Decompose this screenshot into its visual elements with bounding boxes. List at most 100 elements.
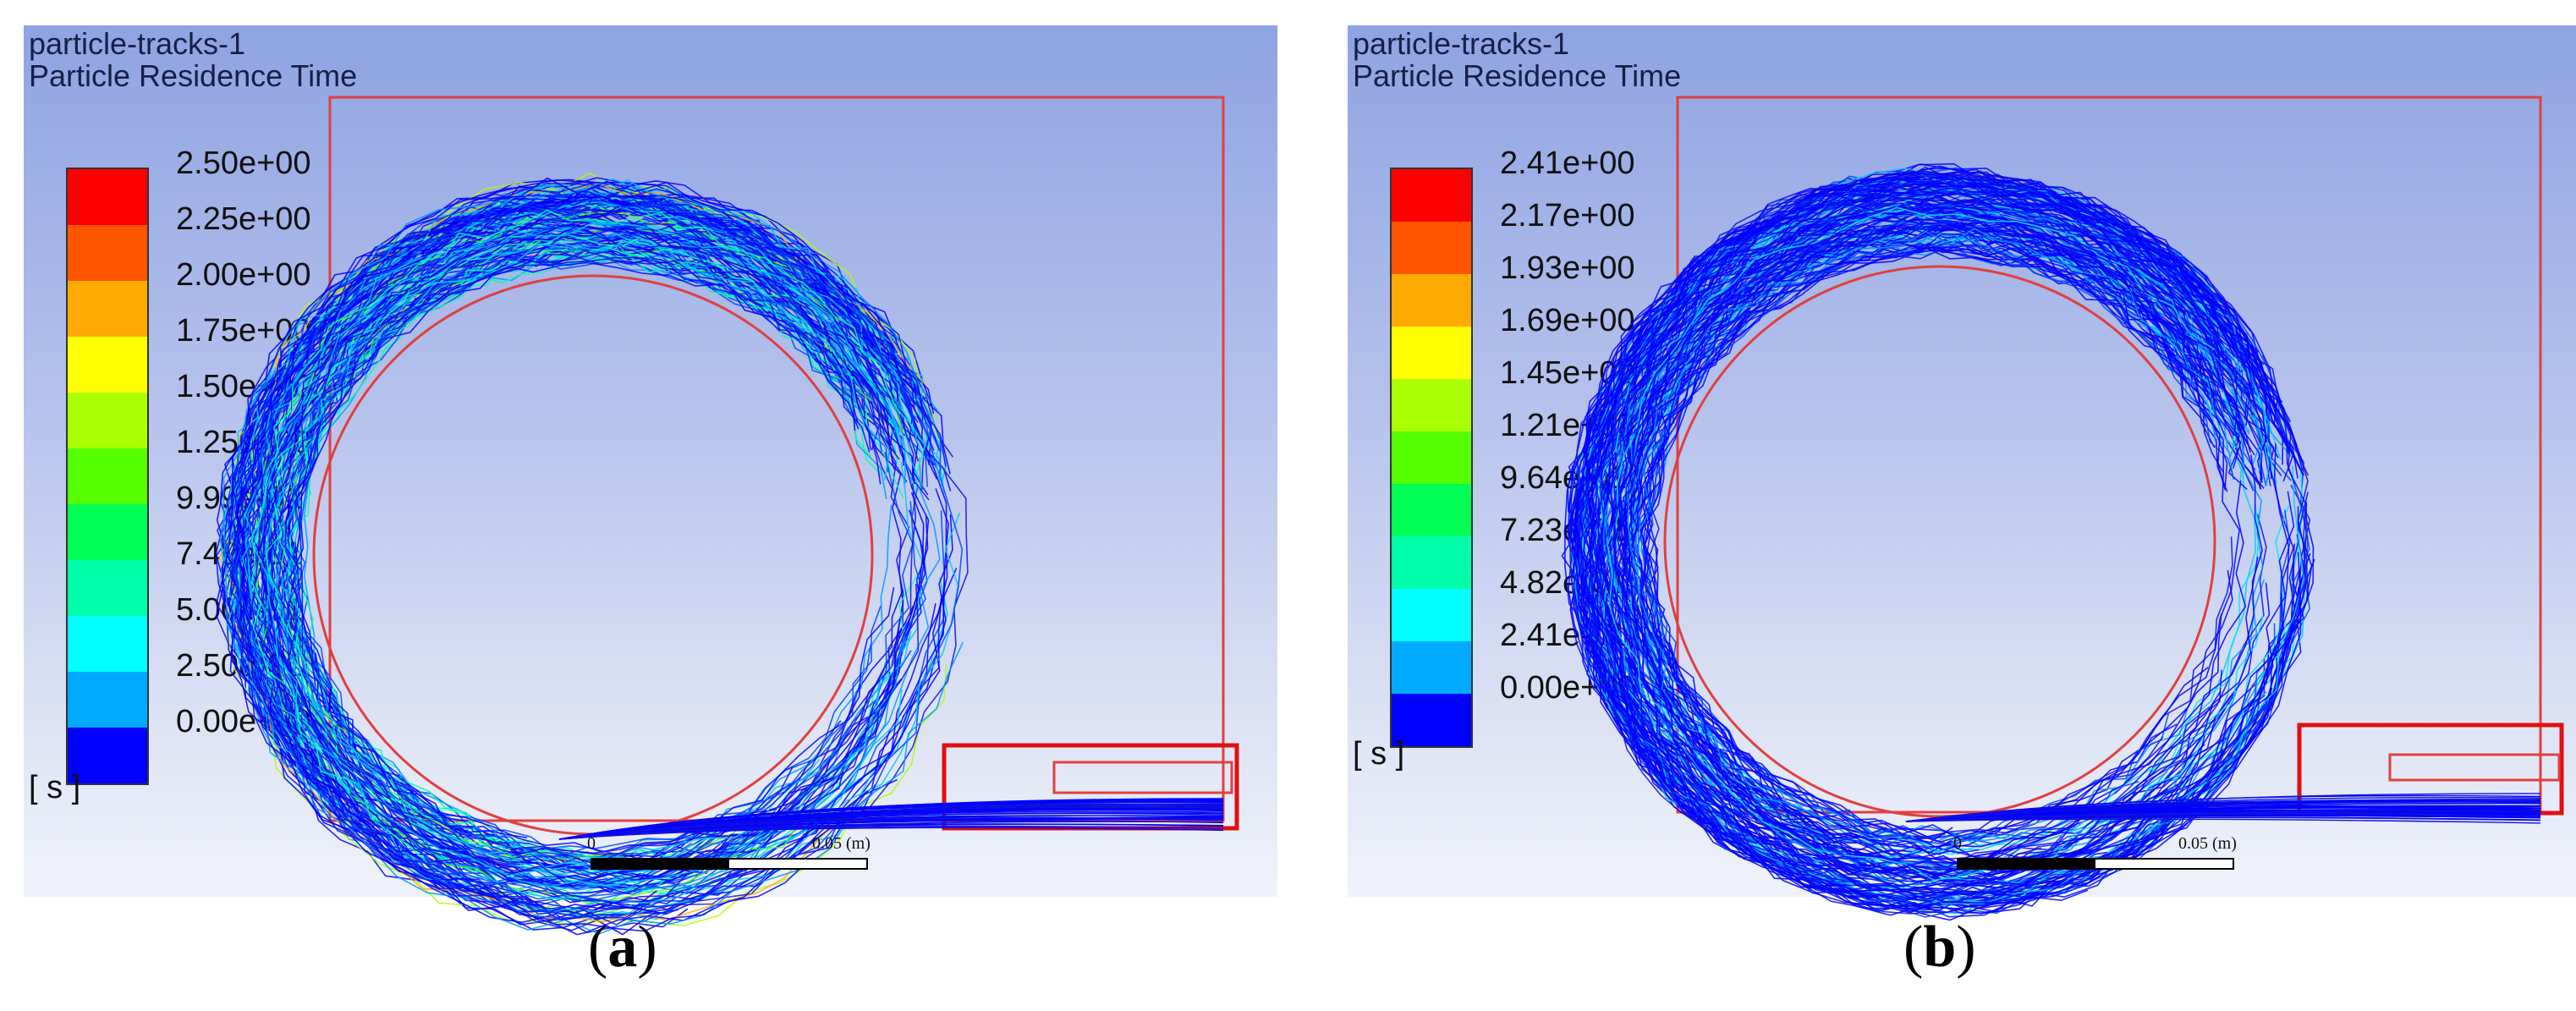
particle-track: [260, 223, 915, 887]
legend-color-block: [1392, 641, 1471, 694]
scale-bar: 0 0.05 (m): [1953, 834, 2244, 880]
particle-track: [231, 199, 958, 921]
scale-start-label: 0: [587, 834, 596, 853]
particle-track: [1568, 170, 2310, 915]
legend-color-block: [68, 337, 147, 393]
particle-track: [230, 187, 941, 891]
scale-end-label: 0.05 (m): [812, 834, 871, 853]
particle-track: [216, 179, 921, 933]
particle-track: [221, 183, 947, 926]
particle-track: [1627, 227, 2247, 849]
particle-track: [294, 257, 856, 838]
particle-track: [1905, 818, 2541, 824]
particle-track: [289, 261, 895, 854]
particle-track: [1590, 190, 2267, 887]
particle-track: [222, 179, 964, 935]
particle-track: [1640, 242, 2228, 843]
particle-track: [558, 804, 1224, 840]
caption-a: (a): [588, 915, 657, 980]
particle-track: [1601, 203, 2238, 880]
particle-track: [1579, 176, 2248, 816]
particle-track: [281, 246, 845, 852]
particle-track: [1575, 179, 2287, 816]
legend-color-block: [1392, 536, 1471, 589]
particle-track: [1627, 228, 2229, 853]
legend-color-block: [68, 393, 147, 448]
particle-track: [262, 224, 917, 888]
particle-track: [1636, 235, 2206, 836]
legend-unit: [ s ]: [1353, 736, 1405, 772]
legend-color-block: [1392, 274, 1471, 327]
scale-end-label: 0.05 (m): [2178, 834, 2237, 853]
legend-tick-label: 2.25e+00: [176, 201, 311, 237]
particle-track: [253, 223, 925, 888]
legend-color-block: [68, 728, 147, 783]
particle-track-plot: [215, 96, 1239, 936]
particle-track: [1905, 810, 2541, 822]
plot-subtitle: Particle Residence Time: [1353, 58, 1682, 93]
legend-color-block: [1392, 484, 1471, 536]
legend-color-block: [68, 560, 147, 616]
legend-color-block: [1392, 327, 1471, 379]
particle-tracks: [215, 172, 1224, 936]
legend-color-block: [68, 672, 147, 728]
legend-color-block: [68, 504, 147, 560]
color-legend-bar: [66, 168, 149, 785]
particle-track: [1636, 242, 2181, 833]
particle-track: [280, 244, 891, 873]
panel-a: particle-tracks-1 Particle Residence Tim…: [0, 0, 1277, 1011]
particle-track: [1607, 206, 2264, 882]
particle-track: [284, 250, 871, 854]
particle-track: [558, 808, 1224, 840]
particle-track: [1614, 217, 2238, 780]
particle-track: [1601, 202, 2263, 881]
particle-track: [1622, 223, 2242, 854]
color-legend-bar: [1390, 168, 1473, 748]
particle-track: [244, 201, 918, 904]
particle-track: [1600, 198, 2245, 882]
particle-track: [558, 799, 1224, 840]
particle-track: [269, 232, 901, 876]
particle-track: [1604, 204, 2271, 880]
particle-track: [275, 231, 910, 877]
particle-track: [1586, 187, 2290, 896]
legend-color-block: [1392, 431, 1471, 484]
legend-color-block: [68, 281, 147, 337]
particle-track: [1582, 187, 2238, 896]
legend-color-block: [68, 169, 147, 225]
scale-bar: 0 0.05 (m): [587, 834, 878, 880]
legend-tick-label: 1.93e+00: [1500, 250, 1635, 286]
particle-track: [303, 255, 893, 859]
particle-track: [1632, 233, 2199, 819]
legend-unit: [ s ]: [29, 770, 81, 805]
legend-color-block: [68, 225, 147, 281]
contour-viewport: particle-tracks-1 Particle Residence Tim…: [1348, 25, 2576, 921]
particle-track-plot: [1561, 96, 2564, 921]
particle-track: [247, 211, 941, 890]
legend-tick-label: 2.00e+00: [176, 257, 311, 293]
particle-track: [1905, 798, 2541, 822]
plot-title: particle-tracks-1: [1353, 26, 1570, 61]
particle-track: [233, 194, 938, 902]
domain-outline: [1663, 96, 2564, 818]
particle-track: [283, 250, 861, 857]
particle-track: [287, 255, 859, 865]
legend-color-block: [1392, 379, 1471, 431]
particle-track: [233, 197, 916, 914]
contour-viewport: particle-tracks-1 Particle Residence Tim…: [24, 25, 1277, 936]
panel-b: particle-tracks-1 Particle Residence Tim…: [1324, 0, 2576, 1011]
legend-color-block: [1392, 589, 1471, 641]
particle-track: [251, 208, 879, 904]
legend-tick-label: 1.69e+00: [1500, 303, 1635, 338]
legend-tick-label: 2.17e+00: [1500, 198, 1635, 234]
plot-title: particle-tracks-1: [29, 26, 246, 61]
particle-track: [280, 244, 904, 868]
particle-track: [219, 193, 926, 922]
particle-track: [1905, 793, 2541, 822]
particle-track: [277, 238, 886, 870]
particle-track: [1640, 245, 2226, 843]
legend-color-block: [1392, 222, 1471, 274]
particle-track: [1645, 244, 2233, 839]
legend-tick-label: 2.41e+00: [1500, 146, 1635, 181]
particle-track: [1610, 206, 2262, 871]
